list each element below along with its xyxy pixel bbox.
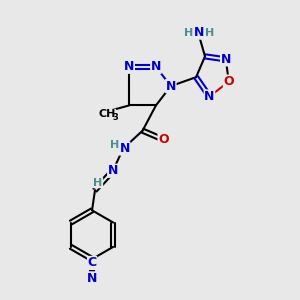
Text: 3: 3 (112, 113, 118, 122)
Text: H: H (184, 28, 193, 38)
Text: N: N (166, 80, 176, 93)
Text: H: H (93, 178, 103, 188)
Text: N: N (204, 90, 214, 103)
Text: N: N (119, 142, 130, 155)
Text: C: C (88, 256, 97, 269)
Text: N: N (220, 53, 231, 66)
Text: N: N (194, 26, 204, 39)
Text: N: N (108, 164, 118, 177)
Text: N: N (87, 272, 97, 285)
Text: CH: CH (98, 109, 116, 119)
Text: H: H (110, 140, 120, 150)
Text: N: N (151, 60, 161, 73)
Text: H: H (205, 28, 214, 38)
Text: N: N (124, 60, 134, 73)
Text: O: O (224, 75, 234, 88)
Text: O: O (158, 133, 169, 146)
